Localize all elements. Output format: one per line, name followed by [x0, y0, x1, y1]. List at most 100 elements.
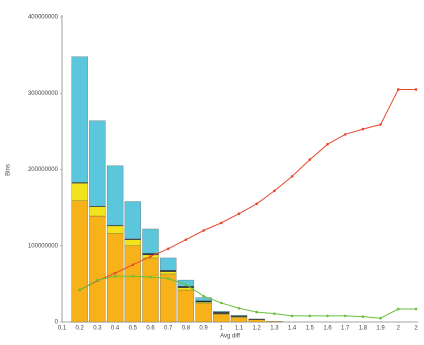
y-tick-label: 0: [55, 320, 59, 326]
point: [113, 271, 117, 275]
bar-segment: [266, 321, 283, 323]
x-tick-label: 1.5: [306, 326, 315, 332]
point: [78, 288, 81, 292]
point: [290, 314, 294, 318]
point: [220, 301, 223, 305]
point: [202, 229, 205, 232]
point: [255, 310, 258, 314]
point: [166, 277, 170, 280]
x-tick-label: 0.1: [58, 326, 67, 332]
point: [96, 278, 99, 282]
bar-segment: [124, 245, 141, 323]
bar-segment: [195, 300, 212, 303]
x-tick-label: 2: [397, 326, 401, 332]
bar-segment: [213, 311, 230, 313]
x-tick-label: 1.1: [235, 326, 244, 332]
x-tick-label: 0.4: [111, 326, 120, 332]
y-tick-label: 300000000: [28, 91, 59, 97]
bar-segment: [160, 269, 177, 272]
y-tick-label: 400000000: [28, 15, 59, 21]
point: [166, 247, 170, 251]
point: [184, 283, 188, 286]
x-tick-label: 1.4: [288, 326, 297, 332]
x-tick-label: 1.2: [253, 326, 262, 332]
point: [397, 307, 400, 311]
point: [237, 306, 241, 310]
bar-segment: [142, 257, 159, 323]
point: [308, 314, 312, 318]
bar-segment: [177, 279, 195, 287]
point: [343, 314, 347, 318]
bar-segment: [160, 257, 177, 271]
point: [308, 158, 312, 161]
point: [184, 238, 188, 241]
point: [397, 88, 400, 91]
point: [414, 307, 418, 311]
bar-segment: [89, 206, 106, 217]
bar-segment: [160, 273, 177, 323]
bar-segment: [89, 215, 106, 323]
bar-segment: [230, 314, 248, 317]
bar-segment: [213, 311, 230, 314]
x-tick-label: 1: [220, 326, 224, 332]
bar-segment: [177, 289, 195, 323]
x-tick-label: 1.3: [270, 326, 279, 332]
line: [79, 88, 416, 291]
point: [255, 202, 258, 206]
x-tick-label: 1.8: [359, 326, 368, 332]
point: [273, 189, 276, 193]
point: [113, 274, 117, 278]
bar-segment: [213, 314, 230, 323]
bar-segment: [230, 317, 248, 323]
point: [149, 255, 152, 258]
point: [237, 212, 241, 216]
point: [361, 315, 365, 318]
point: [149, 275, 152, 279]
x-tick-label: 1.9: [376, 326, 385, 332]
point: [361, 127, 365, 131]
x-tick-label: 0.7: [164, 326, 173, 332]
point: [131, 263, 135, 267]
x-tick-label: 0.2: [76, 326, 85, 332]
bar-segment: [106, 225, 124, 234]
point: [273, 312, 276, 315]
x-tick-label: 0.6: [146, 326, 155, 332]
bar-segment: [177, 286, 195, 288]
bar-segment: [71, 183, 88, 201]
bar-segment: [195, 302, 212, 304]
x-axis-label: Avg diff: [220, 334, 240, 340]
bar-segment: [124, 201, 141, 240]
x-tick-label: 0.8: [182, 326, 191, 332]
point: [414, 88, 418, 91]
x-tick-label: 1.7: [341, 326, 350, 332]
x-tick-label: 0.5: [129, 326, 138, 332]
x-tick-label: 0.3: [93, 326, 102, 332]
point: [379, 316, 382, 320]
bar-segment: [248, 319, 265, 323]
x-tick-label: 0.9: [199, 326, 208, 332]
line: [79, 275, 416, 319]
bar-segment: [142, 228, 159, 254]
y-tick-label: 200000000: [28, 167, 59, 173]
bar-segment: [71, 200, 88, 323]
bar-segment: [106, 165, 124, 226]
point: [326, 143, 329, 146]
bar-segment: [89, 120, 106, 207]
x-tick-label: 2: [414, 326, 418, 332]
point: [379, 123, 382, 126]
point: [326, 314, 329, 318]
point: [202, 294, 205, 298]
point: [290, 175, 294, 178]
x-tick-label: 1.6: [323, 326, 332, 332]
y-axis-label: Bins: [6, 164, 12, 176]
point: [343, 133, 347, 136]
bar-segment: [195, 303, 212, 323]
bar-segment: [124, 239, 141, 246]
bar-segment: [71, 56, 88, 183]
y-tick-label: 100000000: [28, 243, 59, 249]
point: [131, 274, 135, 278]
point: [220, 221, 223, 225]
bar-segment: [248, 318, 265, 320]
bar-segment: [160, 271, 177, 275]
